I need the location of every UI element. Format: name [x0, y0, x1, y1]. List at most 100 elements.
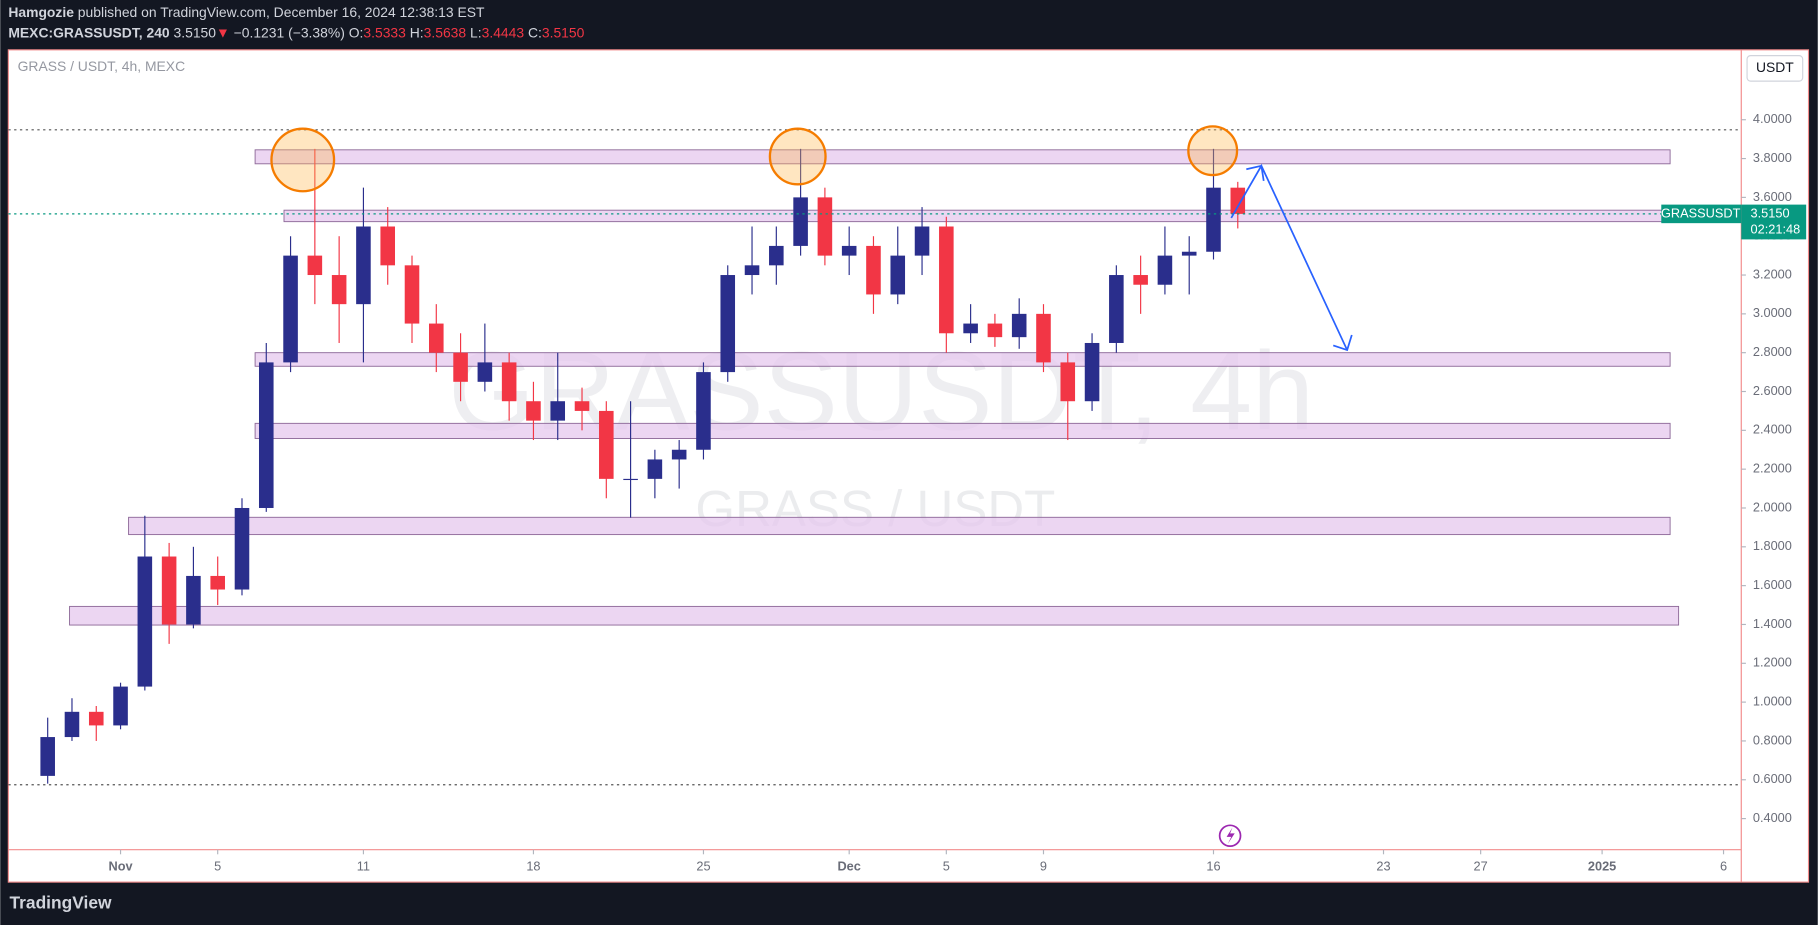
x-tick-label: Dec [837, 858, 860, 873]
countdown: 02:21:48 [1751, 221, 1801, 236]
x-tick-label: 23 [1376, 858, 1390, 873]
x-tick-label: 5 [943, 858, 950, 873]
candle-body [671, 449, 687, 460]
highlight-circle [1187, 125, 1239, 177]
last-price-label: 3.5150 [1751, 205, 1790, 220]
event-icon[interactable] [1218, 824, 1242, 848]
x-tick-label: 27 [1474, 858, 1488, 873]
candle-body [210, 575, 225, 590]
candle-body [404, 265, 420, 324]
zone [69, 605, 1680, 626]
price: 3.5150 [174, 24, 217, 40]
y-tick-label: 1.2000 [1753, 655, 1792, 670]
y-tick-label: 1.8000 [1753, 538, 1792, 553]
projection-arrow [1230, 163, 1353, 352]
candle-body [793, 197, 808, 246]
candle-body [1181, 251, 1197, 256]
l-label: L: [470, 24, 482, 40]
currency-button[interactable] [1746, 55, 1804, 82]
y-tick-label: 1.0000 [1753, 693, 1792, 708]
c-label: C: [528, 24, 542, 40]
candle-body [186, 575, 201, 625]
y-tick-label: 4.0000 [1753, 111, 1792, 126]
y-tick-label: 2.6000 [1753, 383, 1792, 398]
candle-body [696, 372, 711, 450]
y-tick-label: 2.0000 [1753, 499, 1792, 514]
x-tick-label: 6 [1720, 858, 1727, 873]
zone [254, 352, 1671, 367]
published: published on TradingView.com, December 1… [78, 3, 485, 19]
x-tick-label: Nov [109, 858, 134, 873]
candle-body [453, 352, 468, 382]
candle-body [647, 459, 663, 479]
y-tick-label: 2.8000 [1753, 344, 1792, 359]
x-tick-label: 9 [1040, 858, 1047, 873]
candle-body [137, 556, 153, 687]
zone [128, 516, 1671, 536]
c: 3.5150 [542, 24, 585, 40]
x-tick-label: 18 [526, 858, 540, 873]
o: 3.5333 [363, 24, 406, 40]
candle-body [623, 478, 638, 481]
candle-body [283, 255, 298, 363]
candle-body [234, 507, 250, 590]
currency[interactable]: USDT [1756, 59, 1794, 75]
candle-body [1230, 187, 1246, 214]
x-tick-label: 25 [696, 858, 710, 873]
header-line-2: MEXC:GRASSUSDT, 240 3.5150▼ −0.1231 (−3.… [8, 24, 584, 40]
y-tick-label: 2.4000 [1753, 422, 1792, 437]
x-tick-label: 2025 [1588, 858, 1616, 873]
candle-body [1060, 362, 1076, 402]
y-tick-label: 0.8000 [1753, 732, 1792, 747]
candle-body [64, 711, 80, 738]
y-tick-label: 1.4000 [1753, 616, 1792, 631]
highlight-circle [768, 127, 827, 186]
y-tick-label: 0.6000 [1753, 771, 1792, 786]
price-tag-bg [1661, 204, 1742, 224]
candle-body [1157, 255, 1173, 285]
candle-body [429, 323, 444, 353]
symbol: MEXC:GRASSUSDT, 240 [8, 24, 170, 40]
l: 3.4443 [482, 24, 525, 40]
zone [254, 149, 1671, 165]
candle-body [817, 197, 833, 256]
candle-body [914, 226, 930, 256]
y-tick-label: 1.6000 [1753, 577, 1792, 592]
candle-body [88, 711, 104, 726]
y-tick-label: 3.8000 [1753, 150, 1792, 165]
y-tick-label: 3.2000 [1753, 266, 1792, 281]
candle-body [501, 362, 517, 402]
candle-body [599, 410, 614, 479]
x-tick-label: 16 [1206, 858, 1220, 873]
candle-body [307, 255, 323, 276]
candle-body [769, 245, 784, 266]
publisher: Hamgozie [8, 3, 74, 19]
candle-body [356, 226, 371, 305]
candle-body [720, 275, 736, 373]
candle-body [331, 275, 347, 305]
chart-title: GRASS / USDT, 4h, MEXC [18, 58, 186, 74]
candle-body [1011, 313, 1027, 338]
candle-body [113, 686, 128, 726]
candle-body [1109, 275, 1124, 343]
h-label: H: [410, 24, 424, 40]
zone [283, 209, 1671, 223]
candle-body [987, 323, 1003, 338]
zone [254, 422, 1671, 439]
candle-body [939, 226, 954, 334]
y-tick-label: 3.6000 [1753, 189, 1792, 204]
candle-body [890, 255, 906, 295]
x-tick-label: 5 [214, 858, 221, 873]
candle-body [866, 245, 881, 295]
event-bolt [1226, 827, 1235, 844]
candle-body [40, 737, 55, 776]
candle-body [744, 265, 760, 276]
x-tick-label: 11 [357, 858, 370, 873]
header-line-1: Hamgozie published on TradingView.com, D… [8, 3, 485, 19]
price-tag: GRASSUSDT [1661, 205, 1741, 220]
candle-body [550, 401, 566, 421]
change: −0.1231 (−3.38%) [234, 24, 345, 40]
last-price-bg [1741, 204, 1807, 240]
